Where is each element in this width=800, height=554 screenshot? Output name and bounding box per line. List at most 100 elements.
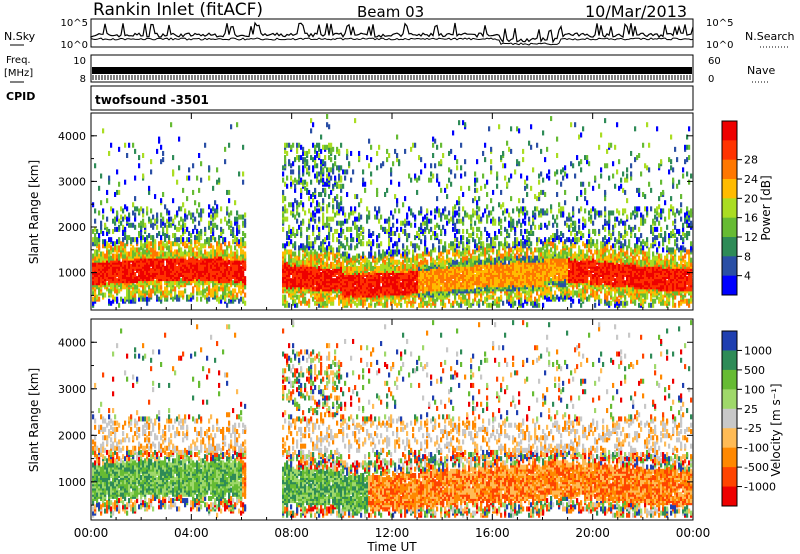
power-cell: [414, 263, 417, 269]
power-cell: [326, 114, 329, 120]
power-cell: [380, 224, 383, 230]
power-cell: [308, 218, 311, 224]
power-cell: [414, 247, 417, 253]
power-cell: [472, 237, 475, 243]
power-cell: [236, 230, 239, 236]
power-cell: [488, 233, 491, 239]
power-cell: [136, 206, 139, 212]
power-cell: [402, 202, 405, 208]
power-cell: [300, 243, 303, 249]
power-cell: [104, 292, 107, 298]
power-cell: [156, 278, 159, 284]
power-cell: [486, 290, 489, 296]
power-cell: [446, 265, 449, 271]
power-cell: [374, 206, 377, 212]
power-cell: [450, 265, 453, 271]
power-cell: [422, 228, 425, 234]
power-cell: [430, 267, 433, 273]
power-cell: [220, 243, 223, 249]
power-cell: [414, 282, 417, 288]
power-cell: [144, 237, 147, 243]
power-cell: [416, 177, 419, 183]
power-cell: [378, 206, 381, 212]
power-cell: [478, 257, 481, 263]
power-cell: [210, 243, 213, 249]
power-cell: [438, 161, 441, 167]
power-cell: [318, 235, 321, 241]
power-cell: [382, 249, 385, 255]
power-cell: [328, 251, 331, 257]
power-cell: [360, 278, 363, 284]
power-cell: [420, 302, 423, 308]
power-cell: [160, 144, 163, 150]
power-cell: [456, 259, 459, 265]
power-cell: [346, 251, 349, 257]
power-cell: [354, 216, 357, 222]
power-cell: [490, 294, 493, 300]
power-cell: [114, 216, 117, 222]
power-cell: [234, 288, 237, 294]
power-cell: [284, 249, 287, 255]
power-cell: [122, 241, 125, 247]
power-cell: [140, 274, 143, 280]
power-cell: [232, 251, 235, 257]
power-cell: [282, 177, 285, 183]
power-cell: [332, 163, 335, 169]
power-cell: [286, 261, 289, 267]
power-cell: [114, 220, 117, 226]
power-cell: [382, 161, 385, 167]
power-cell: [444, 187, 447, 193]
power-cell: [284, 155, 287, 161]
power-cell: [488, 294, 491, 300]
power-cell: [210, 226, 213, 232]
power-cell: [244, 280, 247, 286]
power-cell: [376, 210, 379, 216]
date-title: 10/Mar/2013: [585, 2, 687, 21]
power-cell: [310, 216, 313, 222]
power-cell: [224, 237, 227, 243]
power-cell: [158, 263, 161, 269]
power-cell: [110, 206, 113, 212]
power-cell: [452, 300, 455, 306]
power-cell: [324, 276, 327, 282]
power-cell: [428, 218, 431, 224]
power-cell: [312, 191, 315, 197]
power-cell: [204, 226, 207, 232]
power-cell: [212, 185, 215, 191]
power-cell: [92, 267, 95, 273]
power-cell: [148, 233, 151, 239]
power-cell: [402, 220, 405, 226]
power-cell: [106, 216, 109, 222]
power-cell: [186, 259, 189, 265]
power-cell: [120, 206, 123, 212]
power-cell: [142, 222, 145, 228]
power-cell: [294, 214, 297, 220]
power-cell: [382, 290, 385, 296]
power-cell: [442, 278, 445, 284]
power-cell: [486, 276, 489, 282]
power-cell: [386, 148, 389, 154]
power-cell: [434, 138, 437, 144]
power-cell: [216, 204, 219, 210]
power-cell: [112, 208, 115, 214]
power-cell: [214, 214, 217, 220]
power-cell: [344, 300, 347, 306]
power-cell: [226, 206, 229, 212]
power-cell: [386, 265, 389, 271]
power-cell: [342, 286, 345, 292]
power-cell: [178, 243, 181, 249]
power-cell: [424, 214, 427, 220]
power-cell: [230, 269, 233, 275]
power-cell: [282, 243, 285, 249]
power-cell: [452, 218, 455, 224]
power-cell: [212, 280, 215, 286]
power-cell: [458, 228, 461, 234]
power-cell: [158, 251, 161, 257]
power-cell: [430, 171, 433, 177]
power-cell: [420, 253, 423, 259]
power-cell: [352, 237, 355, 243]
freq-panel: [90, 54, 694, 83]
power-cell: [282, 298, 285, 304]
power-cell: [294, 288, 297, 294]
power-cell: [296, 286, 299, 292]
